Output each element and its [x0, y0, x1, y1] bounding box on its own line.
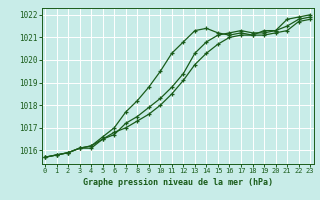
X-axis label: Graphe pression niveau de la mer (hPa): Graphe pression niveau de la mer (hPa) — [83, 178, 273, 187]
